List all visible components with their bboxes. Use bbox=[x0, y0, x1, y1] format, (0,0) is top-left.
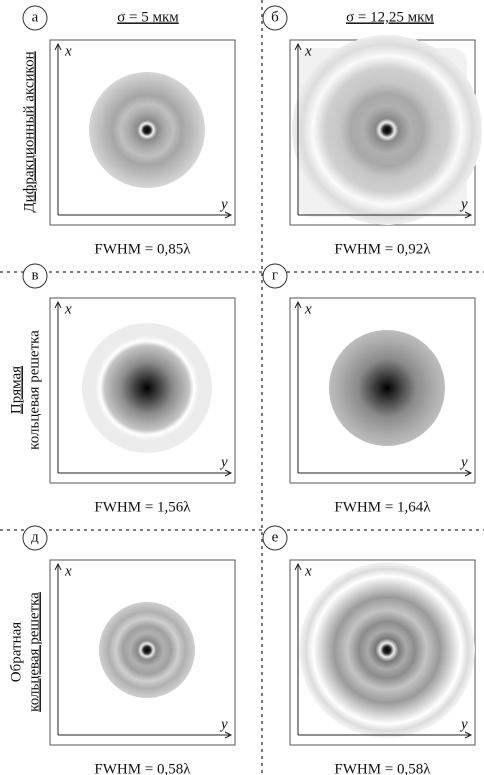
intensity-pattern bbox=[292, 35, 482, 225]
panel-letter: б bbox=[271, 9, 279, 25]
fwhm-label: FWHM = 0,92λ bbox=[334, 241, 431, 257]
intensity-pattern bbox=[89, 72, 205, 188]
row-label: кольцевая решетка bbox=[26, 330, 42, 450]
panel-letter: г bbox=[272, 267, 278, 283]
axis-label: x bbox=[304, 43, 312, 59]
fwhm-label: FWHM = 0,85λ bbox=[94, 241, 191, 257]
axis-label: y bbox=[459, 196, 468, 212]
row-label: Дифракционный аксикон bbox=[21, 51, 37, 212]
axis bbox=[54, 42, 233, 219]
axis-label: x bbox=[64, 43, 72, 59]
axis-label: y bbox=[219, 196, 228, 212]
fwhm-label: FWHM = 0,58λ bbox=[334, 761, 431, 775]
row-label: Обратная bbox=[8, 622, 24, 682]
intensity-pattern bbox=[99, 602, 195, 698]
panel-letter-circle bbox=[262, 263, 288, 289]
axis-label: x bbox=[64, 301, 72, 317]
panel-letter-circle bbox=[22, 525, 48, 551]
panel-letter-circle bbox=[22, 263, 48, 289]
intensity-pattern bbox=[299, 562, 475, 738]
panel-letter: д bbox=[31, 529, 39, 545]
row-label: Прямая bbox=[8, 366, 24, 414]
axis-label: x bbox=[64, 563, 72, 579]
fwhm-label: FWHM = 0,58λ bbox=[94, 761, 191, 775]
intensity-pattern bbox=[82, 323, 212, 453]
axis bbox=[294, 300, 473, 477]
panel-letter: а bbox=[32, 9, 39, 25]
row-label: кольцевая решетка bbox=[26, 592, 42, 712]
column-header: σ = 12,25 мкм bbox=[346, 9, 434, 25]
fwhm-label: FWHM = 1,56λ bbox=[94, 499, 191, 515]
axis-label: y bbox=[219, 716, 228, 732]
axis-label: x bbox=[304, 301, 312, 317]
axis-label: y bbox=[219, 454, 228, 470]
axis bbox=[294, 42, 473, 219]
panel-letter-circle bbox=[22, 5, 48, 31]
panel-letter: в bbox=[31, 267, 38, 283]
axis bbox=[54, 300, 233, 477]
panel-letter-circle bbox=[262, 5, 288, 31]
fwhm-label: FWHM = 1,64λ bbox=[334, 499, 431, 515]
panel-letter: е bbox=[272, 529, 279, 545]
panel-letter-circle bbox=[262, 525, 288, 551]
axis bbox=[294, 562, 473, 739]
intensity-pattern bbox=[329, 330, 445, 446]
axis-label: x bbox=[304, 563, 312, 579]
column-header: σ = 5 мкм bbox=[117, 9, 179, 25]
axis-label: y bbox=[459, 454, 468, 470]
axis-label: y bbox=[459, 716, 468, 732]
axis bbox=[54, 562, 233, 739]
